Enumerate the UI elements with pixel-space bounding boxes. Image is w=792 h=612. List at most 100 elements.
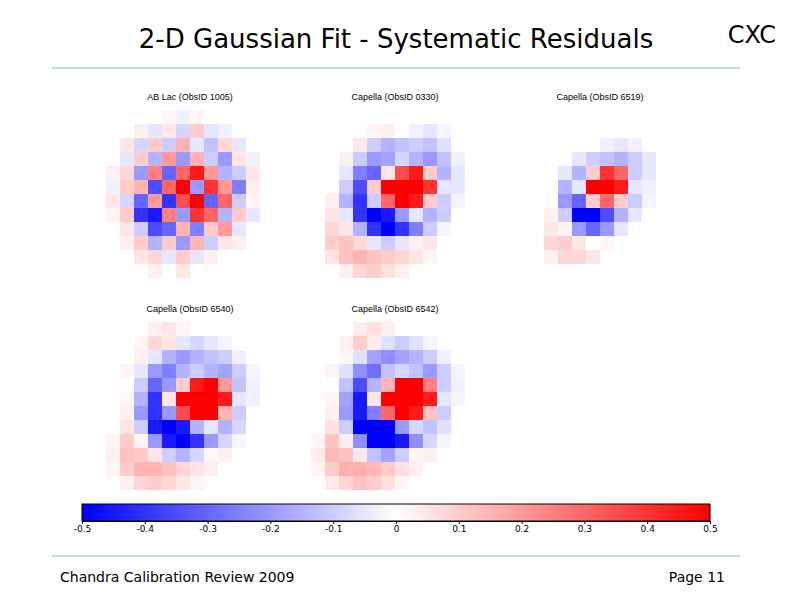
heatmap-cell: [544, 166, 559, 181]
heatmap-cell: [218, 434, 233, 449]
heatmap-cell: [218, 110, 233, 125]
heatmap-cell: [339, 336, 354, 351]
heatmap-cell: [516, 124, 531, 139]
heatmap-cell: [451, 420, 466, 435]
heatmap-cell: [106, 322, 121, 337]
heatmap-cell: [395, 264, 410, 278]
heatmap-cell: [246, 462, 261, 477]
heatmap-cell: [260, 392, 274, 407]
colorbar-tick: -0.1: [325, 521, 343, 534]
heatmap-cell: [204, 124, 219, 139]
heatmap-cell: [423, 208, 438, 223]
heatmap-cell: [106, 250, 121, 265]
heatmap-cell: [260, 378, 274, 393]
heatmap-cell: [409, 222, 424, 237]
heatmap-cell: [190, 222, 205, 237]
heatmap-cell: [437, 406, 452, 421]
heatmap-cell: [134, 336, 149, 351]
heatmap-cell: [246, 378, 261, 393]
heatmap-cell: [162, 250, 177, 265]
heatmap-cell: [246, 364, 261, 379]
heatmap-cell: [465, 250, 479, 265]
heatmap-cell: [367, 378, 382, 393]
heatmap-cell: [176, 448, 191, 463]
heatmap-cell: [530, 250, 545, 265]
heatmap-cell: [232, 434, 247, 449]
heatmap-cell: [395, 406, 410, 421]
heatmap-cell: [409, 236, 424, 251]
heatmap-cell: [558, 152, 573, 167]
heatmap-cell: [148, 110, 163, 125]
heatmap-cell: [120, 350, 135, 365]
heatmap-cell: [437, 476, 452, 490]
heatmap-cell: [339, 152, 354, 167]
heatmap-cell: [176, 392, 191, 407]
heatmap-cell: [353, 420, 368, 435]
heatmap-cell: [395, 336, 410, 351]
heatmap-cell: [134, 322, 149, 337]
heatmap-cell: [260, 166, 274, 181]
heatmap-cell: [190, 110, 205, 125]
heatmap-cell: [148, 250, 163, 265]
heatmap-cell: [353, 180, 368, 195]
heatmap-cell: [162, 350, 177, 365]
heatmap-cell: [451, 110, 466, 125]
heatmap-cell: [311, 336, 326, 351]
heatmap-cell: [353, 264, 368, 278]
heatmap-cell: [162, 448, 177, 463]
heatmap-cell: [656, 152, 671, 167]
heatmap-cell: [409, 434, 424, 449]
heatmap-cell: [600, 208, 615, 223]
heatmap-cell: [232, 208, 247, 223]
colorbar-tick-label: 0.1: [452, 524, 466, 534]
heatmap-cell: [176, 322, 191, 337]
heatmap-cell: [628, 138, 643, 153]
heatmap-cell: [120, 208, 135, 223]
heatmap-cell: [614, 110, 629, 125]
footer-rule: [52, 556, 740, 557]
heatmap-cell: [339, 462, 354, 477]
colorbar-tick: 0.5: [703, 521, 717, 534]
heatmap-cell: [670, 222, 684, 237]
panel: Capella (ObsID 6519): [516, 92, 685, 279]
heatmap-cell: [530, 264, 545, 278]
heatmap-cell: [134, 208, 149, 223]
heatmap-cell: [451, 364, 466, 379]
heatmap-cell: [148, 180, 163, 195]
heatmap-cell: [451, 350, 466, 365]
heatmap-cell: [246, 222, 261, 237]
heatmap-cell: [465, 180, 479, 195]
heatmap-cell: [465, 448, 479, 463]
heatmap-cell: [451, 476, 466, 490]
heatmap-cell: [311, 406, 326, 421]
heatmap-cell: [544, 138, 559, 153]
heatmap-cell: [381, 462, 396, 477]
heatmap-cell: [190, 462, 205, 477]
heatmap-cell: [465, 434, 479, 449]
heatmap-cell: [162, 392, 177, 407]
heatmap-cell: [465, 392, 479, 407]
heatmap-cell: [260, 476, 274, 490]
heatmap-cell: [106, 124, 121, 139]
heatmap-cell: [339, 448, 354, 463]
heatmap-cell: [190, 152, 205, 167]
heatmap-cell: [325, 350, 340, 365]
heatmap-cell: [423, 406, 438, 421]
heatmap-cell: [381, 180, 396, 195]
panel-title: Capella (ObsID 0330): [351, 92, 438, 102]
heatmap-cell: [367, 392, 382, 407]
heatmap-cell: [204, 336, 219, 351]
heatmap-cell: [656, 124, 671, 139]
panel-title: Capella (ObsID 6540): [146, 304, 233, 314]
heatmap-cell: [437, 180, 452, 195]
heatmap-cell: [600, 236, 615, 251]
heatmap-cell: [204, 222, 219, 237]
heatmap-cell: [395, 222, 410, 237]
heatmap-cell: [381, 208, 396, 223]
heatmap-cell: [642, 124, 657, 139]
heatmap-cell: [544, 208, 559, 223]
heatmap-cell: [204, 378, 219, 393]
heatmap-cell: [232, 322, 247, 337]
heatmap-cell: [465, 166, 479, 181]
heatmap-cell: [670, 250, 684, 265]
